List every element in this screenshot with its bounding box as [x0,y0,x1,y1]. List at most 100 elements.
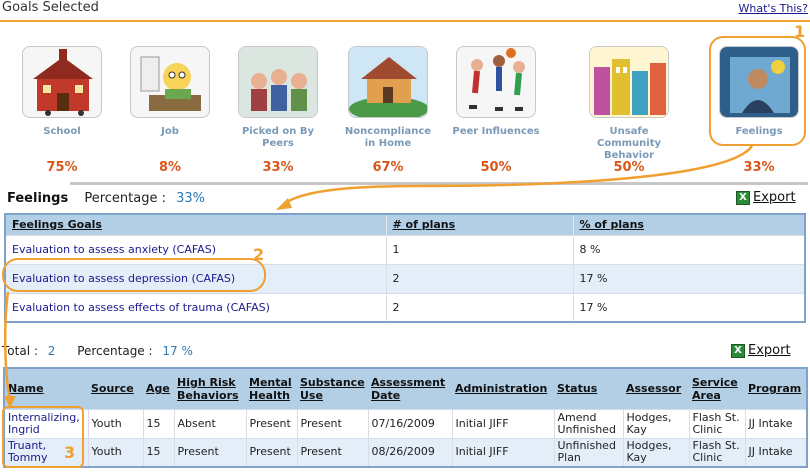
assessor-cell: Hodges, Kay [622,437,690,468]
totals-summary: Total : 2 Percentage : 17 % [2,344,211,358]
column-header[interactable]: Source [88,368,143,409]
percentage-value: 17 % [162,344,193,358]
assessor-cell: Hodges, Kay [622,408,690,439]
callout-highlight-2 [2,258,266,292]
substance-use-cell: Present [296,437,369,468]
callout-highlight-3 [2,406,84,468]
service-area-cell: Flash St. Clinic [688,437,746,468]
page-header: Goals Selected What's This? [0,0,810,22]
page-title: Goals Selected [2,0,99,15]
goal-percentage: 50% [480,160,512,175]
goal-cell: Evaluation to assess depression (CAFAS) [4,263,387,294]
program-cell: JJ Intake [744,408,808,439]
goal-label: Feelings [735,126,783,137]
youth-table: Name Source Age High Risk Behaviors Ment… [3,367,808,468]
column-header[interactable]: Status [554,368,623,409]
table-row: Evaluation to assess effects of trauma (… [4,292,806,323]
administration-cell: Initial JIFF [451,437,555,468]
table-row: Truant, Tommy Youth 15 Present Present P… [3,437,808,468]
peer-influences-icon[interactable] [456,46,536,118]
mental-health-cell: Present [245,408,298,439]
column-header[interactable]: % of plans [573,214,806,235]
school-icon[interactable] [22,46,102,118]
status-cell: Unfinished Plan [553,437,624,468]
goal-label: Unsafe Community Behavior [596,126,661,161]
column-header[interactable]: Service Area [689,368,745,409]
column-header[interactable]: Assessor [623,368,689,409]
source-cell: Youth [87,437,144,468]
high-risk-cell: Present [173,437,247,468]
percentage-label: Percentage : [84,191,166,206]
source-cell: Youth [87,408,144,439]
section-divider [70,182,808,185]
column-header[interactable]: High Risk Behaviors [174,368,246,409]
goal-picked-on-by-peers[interactable]: Picked on By Peers 33% [228,46,328,175]
goal-percentage: 33% [743,160,775,175]
goal-label: School [43,126,81,137]
table-row: Internalizing, Ingrid Youth 15 Absent Pr… [3,408,808,439]
callout-highlight-1 [709,36,806,146]
column-header[interactable]: Age [143,368,174,409]
column-header[interactable]: Assessment Date [368,368,452,409]
goal-label: Job [161,126,179,137]
plans-count: 1 [385,234,574,265]
export-link[interactable]: Export [748,343,791,358]
peers-icon[interactable] [238,46,318,118]
person-link[interactable]: Internalizing, Ingrid [8,410,80,436]
excel-icon[interactable]: X [736,191,750,205]
feelings-goals-table: Feelings Goals # of plans % of plans Eva… [4,213,806,323]
feelings-title: Feelings [7,191,69,206]
goal-school[interactable]: School 75% [12,46,112,175]
substance-use-cell: Present [296,408,369,439]
table-header-row: Feelings Goals # of plans % of plans [5,214,806,235]
job-icon[interactable] [130,46,210,118]
home-icon[interactable] [348,46,428,118]
column-header[interactable]: Administration [452,368,554,409]
column-header[interactable]: Substance Use [297,368,368,409]
goal-label: Noncompliance in Home [344,126,432,149]
column-header[interactable]: # of plans [386,214,574,235]
goal-job[interactable]: Job 8% [120,46,220,175]
goal-unsafe-community-behavior[interactable]: Unsafe Community Behavior 50% [579,46,679,175]
percentage-label: Percentage : [77,344,153,358]
goal-percentage: 8% [158,160,182,175]
goal-noncompliance-in-home[interactable]: Noncompliance in Home 67% [338,46,438,175]
assessment-date-cell: 07/16/2009 [367,408,453,439]
goal-percentage: 33% [262,160,294,175]
person-link[interactable]: Truant, Tommy [8,439,48,465]
mental-health-cell: Present [245,437,298,468]
callout-number-1: 1 [794,22,806,41]
goal-label: Peer Influences [452,126,540,137]
goal-feelings[interactable]: Feelings 33% [709,46,809,175]
feelings-icon[interactable] [719,46,799,118]
feelings-summary: Feelings Percentage : 33% [7,191,205,206]
column-header[interactable]: Mental Health [246,368,297,409]
plans-count: 2 [385,263,574,294]
assessment-date-cell: 08/26/2009 [367,437,453,468]
excel-icon[interactable]: X [731,344,745,358]
table-header-row: Name Source Age High Risk Behaviors Ment… [4,368,807,409]
status-cell: Amend Unfinished [553,408,624,439]
goal-link[interactable]: Evaluation to assess effects of trauma (… [12,300,270,314]
age-cell: 15 [142,437,175,468]
column-header[interactable]: Program [745,368,807,409]
goal-percentage: 75% [46,160,78,175]
goal-link[interactable]: Evaluation to assess depression (CAFAS) [12,272,236,285]
administration-cell: Initial JIFF [451,408,555,439]
column-header[interactable]: Feelings Goals [5,214,387,235]
name-cell: Truant, Tommy [3,437,89,468]
age-cell: 15 [142,408,175,439]
goal-link[interactable]: Evaluation to assess anxiety (CAFAS) [12,243,216,256]
table-row: Evaluation to assess depression (CAFAS) … [4,263,806,294]
callout-number-3: 3 [64,443,76,462]
total-label: Total : [2,344,38,358]
callout-number-2: 2 [253,245,265,264]
plans-count: 2 [385,292,574,323]
community-icon[interactable] [589,46,669,118]
high-risk-cell: Absent [173,408,247,439]
column-header[interactable]: Name [4,368,88,409]
goal-peer-influences[interactable]: Peer Influences 50% [446,46,546,175]
whats-this-link[interactable]: What's This? [738,2,808,15]
export-link[interactable]: Export [753,190,796,205]
goal-cell: Evaluation to assess effects of trauma (… [4,292,387,323]
